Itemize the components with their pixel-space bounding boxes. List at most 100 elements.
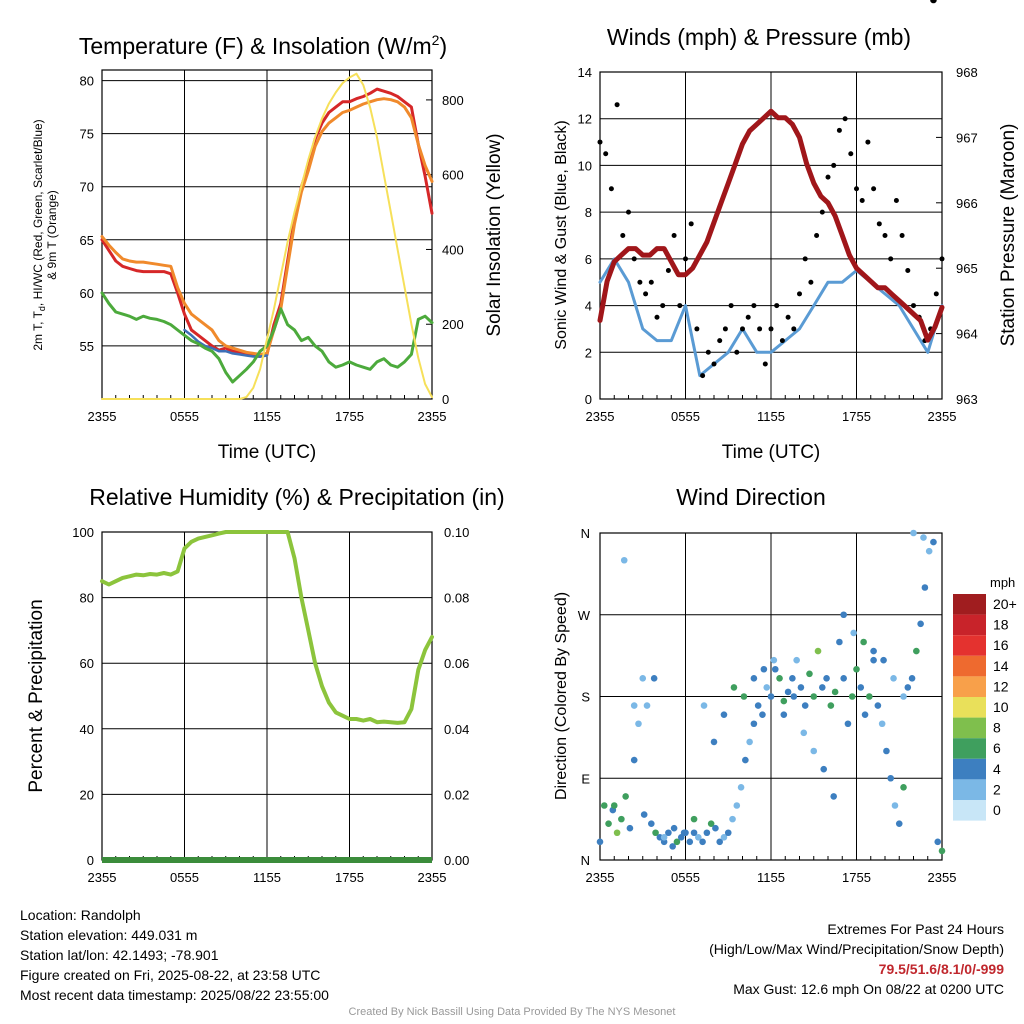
dir-chart-direction-point <box>908 675 916 682</box>
dir-chart-direction-point <box>866 693 873 700</box>
wind-chart-gust-point <box>603 151 609 157</box>
rh-chart-y-tick-label: 60 <box>80 656 94 671</box>
wind-chart-xlabel: Time (UTC) <box>722 442 821 463</box>
dir-chart-direction-point <box>610 802 618 809</box>
extremes-title: Extremes For Past 24 Hours <box>827 921 1004 937</box>
wind-chart-gust-point <box>626 209 631 215</box>
temp-chart-series-insolation <box>101 72 433 400</box>
wind-chart-right-tick-label: 965 <box>956 261 978 276</box>
wind-chart-gust-point <box>637 279 643 285</box>
wind-chart-gust-point <box>797 291 802 297</box>
dir-chart-direction-point <box>891 802 899 809</box>
rh-chart-y-tick-label: 0 <box>87 853 94 868</box>
wind-chart-gust-point <box>757 326 763 332</box>
temp-chart-right-tick-label: 0 <box>442 392 449 407</box>
dir-chart-direction-point <box>690 815 698 823</box>
rh-chart-y-tick-label: 20 <box>80 787 94 802</box>
temp-chart-ylabel: 2m T, Td, HI/WC (Red, Green, Scarlet/Blu… <box>31 119 47 350</box>
wind-chart-gust-point <box>859 197 865 203</box>
temp-chart-series-temp_9m <box>100 97 434 356</box>
dir-chart-direction-point <box>874 702 882 709</box>
dir-chart-direction-point <box>831 688 839 696</box>
wind-chart-x-tick-label: 2355 <box>586 409 615 424</box>
dir-chart-direction-point <box>686 838 694 846</box>
dir-chart-direction-point <box>853 665 860 673</box>
wind-chart-title: Winds (mph) & Pressure (mb) <box>607 24 911 50</box>
wind-chart-gust-point <box>933 291 939 297</box>
wind-chart-y-tick-label: 4 <box>585 299 592 314</box>
rh-chart-right-tick-label: 0.08 <box>444 591 469 606</box>
temp-chart-y-tick-label: 75 <box>80 127 94 142</box>
dir-chart-y-tick-label: S <box>581 690 590 705</box>
dir-chart-direction-point <box>700 702 708 709</box>
dir-chart-direction-point <box>823 675 830 682</box>
dir-chart-direction-point <box>844 720 852 728</box>
dir-chart-direction-point <box>810 747 818 755</box>
temp-chart-ylabel-part: , HI/WC (Red, Green, Scarlet/Blue) <box>31 119 45 306</box>
dir-chart-direction-point <box>917 620 924 628</box>
extremes-panel: Extremes For Past 24 Hours (High/Low/Max… <box>709 919 1004 999</box>
dir-chart-direction-point <box>790 693 798 700</box>
rh-chart-y-tick-label: 40 <box>80 722 94 737</box>
wind-chart-gust-point <box>683 256 688 262</box>
temp-chart-ylabel-sub: d <box>37 306 47 311</box>
dir-chart-direction-point <box>750 720 758 728</box>
rh-chart-right-tick-label: 0.02 <box>444 787 469 802</box>
dir-chart-y-tick-label: N <box>581 526 590 541</box>
speed-legend-label: 14 <box>993 658 1009 674</box>
temp-chart-x-tick-label: 2355 <box>418 409 447 424</box>
wind-chart-gust-point <box>785 314 791 320</box>
wind-chart-y-tick-label: 6 <box>585 252 592 267</box>
dir-chart-direction-point <box>754 702 762 709</box>
wind-chart-gust-point <box>740 326 745 332</box>
dir-chart-x-tick-label: 2355 <box>586 870 615 885</box>
dir-chart-direction-point <box>605 820 612 827</box>
dir-chart-direction-point <box>760 665 768 673</box>
dir-chart-direction-point <box>920 534 927 541</box>
wind-chart-gust-point <box>808 279 814 285</box>
speed-legend-swatch <box>953 697 986 718</box>
wind-chart-y-tick-label: 2 <box>585 345 592 360</box>
dir-chart-direction-point <box>613 829 621 837</box>
dir-chart-direction-point <box>620 556 628 564</box>
wind-chart-gust-point <box>905 268 911 274</box>
dir-chart-direction-point <box>870 656 877 664</box>
wind-chart-gust-point <box>688 221 694 227</box>
dir-chart-x-tick-label: 0555 <box>671 870 700 885</box>
speed-legend-label: 20+ <box>993 596 1017 612</box>
wind-chart-gust-point <box>597 139 603 145</box>
rh-chart-right-tick-label: 0.00 <box>444 853 469 868</box>
dir-chart-direction-point <box>742 756 749 764</box>
rh-chart-y-tick-label: 100 <box>72 525 94 540</box>
dir-chart-direction-point <box>857 684 865 691</box>
wind-chart-gust-point <box>660 303 666 309</box>
wind-chart-gust-point <box>608 186 614 192</box>
credit-line: Created By Nick Bassill Using Data Provi… <box>348 1006 676 1018</box>
dir-chart-direction-point <box>680 829 688 837</box>
wind-chart-y-tick-label: 10 <box>578 158 592 173</box>
rh-chart-right-tick-label: 0.04 <box>444 722 469 737</box>
wind-chart-right-tick-label: 963 <box>956 392 978 407</box>
wind-chart-gust-point <box>705 349 711 355</box>
dir-chart-direction-point <box>895 820 903 827</box>
dir-chart-direction-point <box>699 838 706 846</box>
wind-chart-gust-point <box>939 256 945 262</box>
temp-chart-x-tick-label: 1155 <box>253 409 281 424</box>
dir-chart-direction-point <box>635 720 642 728</box>
rh-chart-x-tick-label: 0555 <box>170 870 199 885</box>
wind-chart-y-tick-label: 12 <box>578 112 592 127</box>
dir-chart-direction-point <box>830 793 837 800</box>
wind-chart-gust-point <box>762 361 768 367</box>
wind-chart-right-tick-label: 966 <box>956 196 978 211</box>
wind-chart-right-tick-label: 967 <box>956 130 978 145</box>
extremes-values: 79.5/51.6/8.1/0/-999 <box>878 961 1004 977</box>
dir-chart-direction-point <box>660 833 668 841</box>
speed-legend-label: 10 <box>993 699 1009 715</box>
dir-chart-direction-point <box>720 833 728 841</box>
wind-chart-gust-point <box>768 326 774 332</box>
speed-legend-swatch <box>953 800 986 821</box>
wind-chart-ylabel-right: Station Pressure (Maroon) <box>998 124 1019 347</box>
dir-chart-direction-point <box>690 829 698 837</box>
wind-chart-right-tick-label: 968 <box>956 65 978 80</box>
